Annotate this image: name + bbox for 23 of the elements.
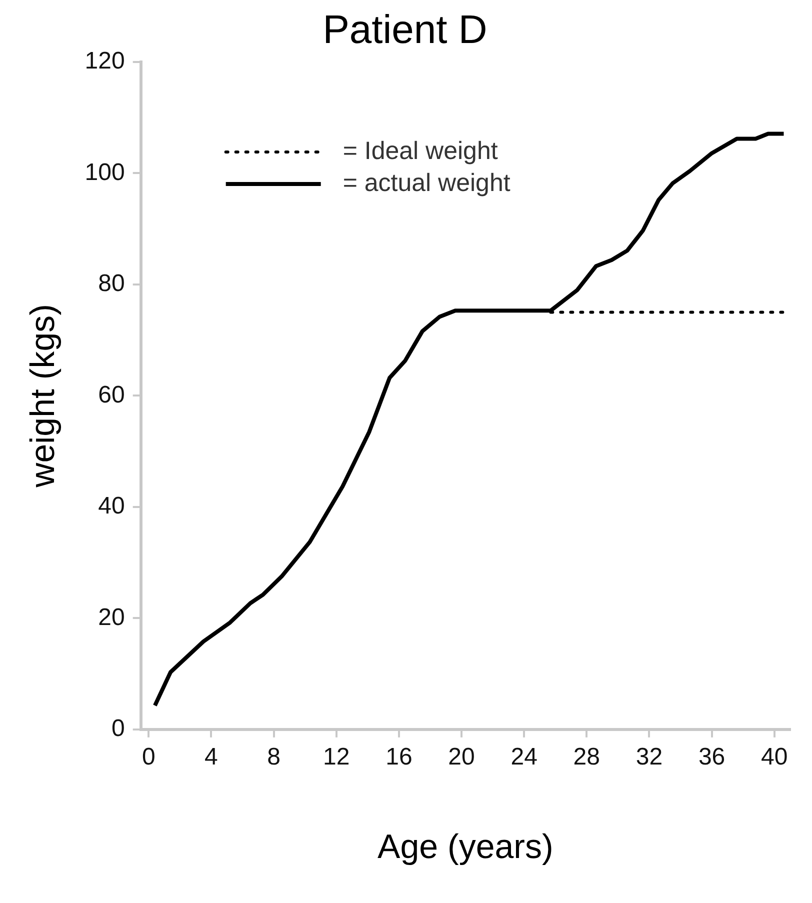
legend-label: = Ideal weight [342, 136, 498, 165]
x-tick-label: 36 [698, 743, 726, 770]
legend-label: = actual weight [342, 168, 510, 197]
y-axis-title: weight (kgs) [24, 304, 62, 488]
chart-title: Patient D [322, 8, 488, 52]
x-tick-label: 20 [448, 743, 475, 770]
x-tick-label: 8 [267, 743, 280, 770]
x-tick-label: 28 [573, 743, 600, 770]
y-tick-label: 0 [111, 715, 125, 742]
y-tick-label: 20 [98, 604, 125, 631]
y-tick-label: 80 [98, 270, 125, 298]
x-tick-label: 24 [510, 743, 538, 770]
y-tick-label: 40 [98, 492, 125, 520]
x-tick-label: 12 [323, 743, 350, 770]
x-axis-title: Age (years) [378, 828, 554, 866]
x-tick-label: 16 [386, 743, 412, 770]
x-tick-label: 0 [142, 743, 156, 770]
y-tick-label: 100 [84, 158, 125, 186]
x-tick-label: 40 [761, 743, 788, 770]
x-tick-label: 32 [636, 743, 663, 770]
y-tick-label: 120 [84, 48, 125, 75]
y-tick-label: 60 [98, 381, 125, 408]
x-tick-label: 4 [204, 743, 218, 770]
